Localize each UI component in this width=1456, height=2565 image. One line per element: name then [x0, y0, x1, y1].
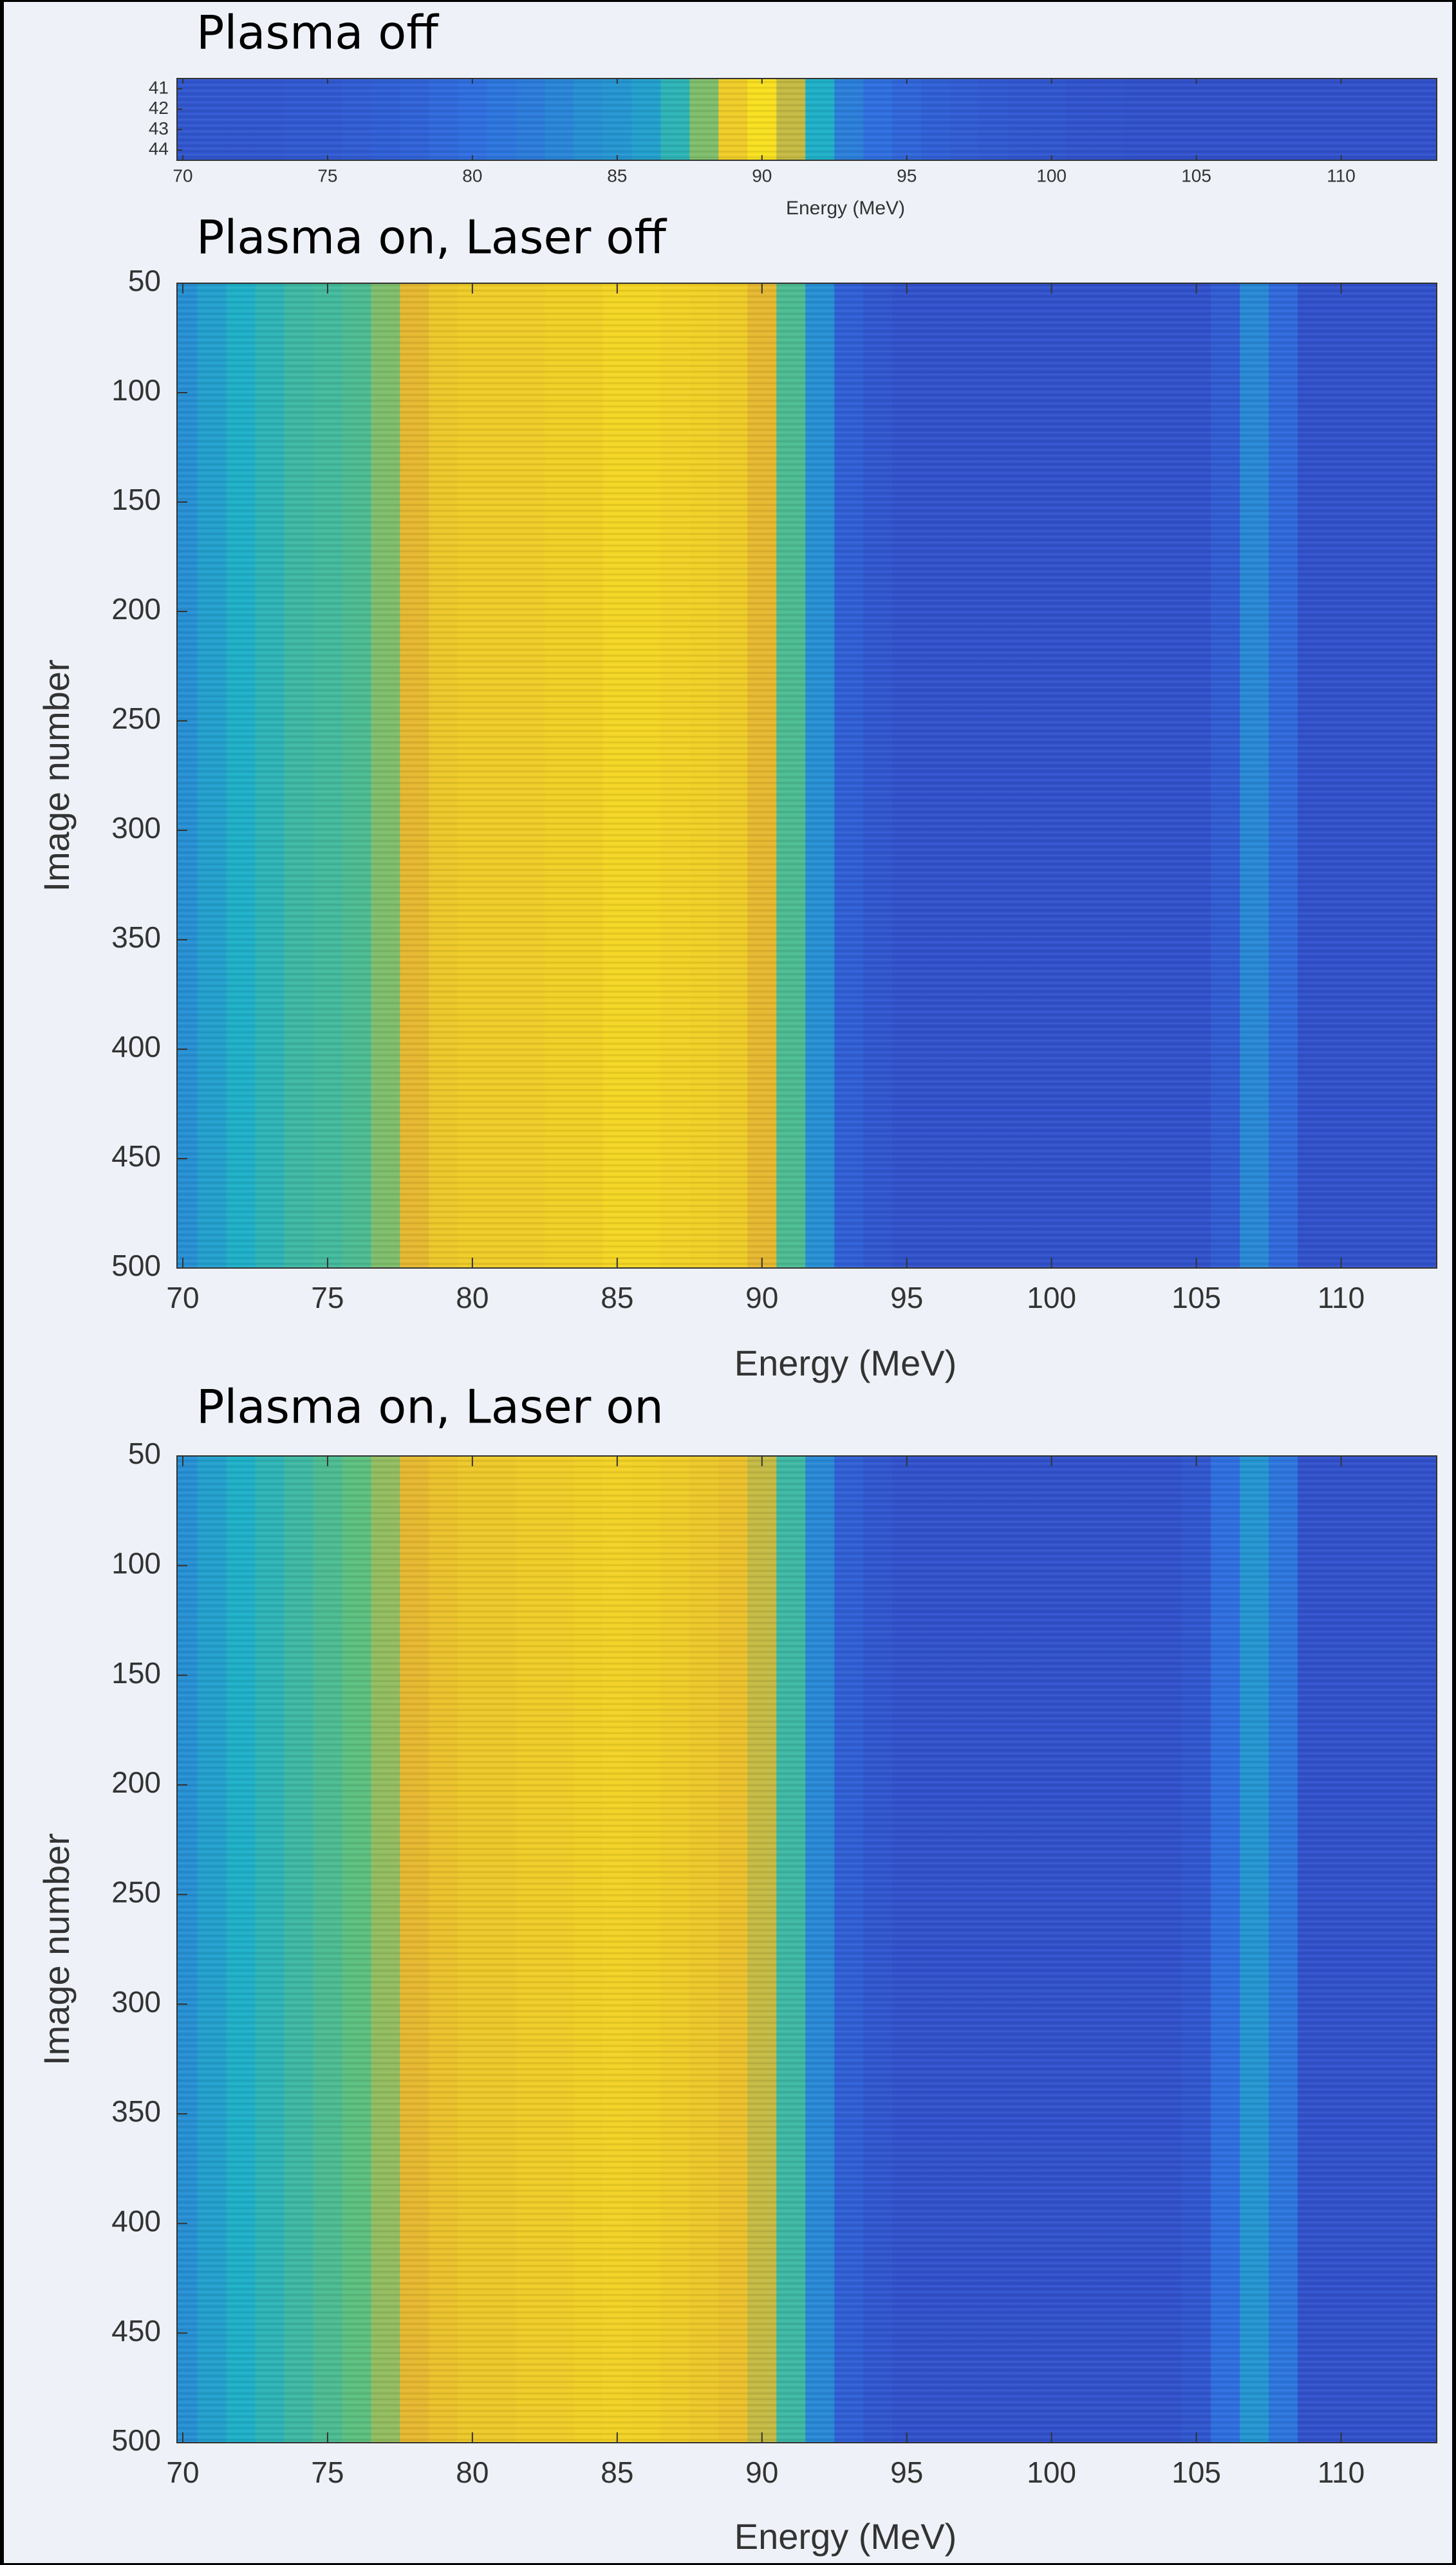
x-tick-label: 100 — [1036, 165, 1067, 185]
axes-frame — [176, 283, 1437, 1269]
y-tick-label: 300 — [111, 1985, 161, 2019]
x-tick-label: 95 — [897, 165, 917, 185]
y-tick-label: 50 — [128, 1437, 161, 1470]
y-tick-label: 50 — [128, 264, 161, 297]
x-axis-label: Energy (MeV) — [734, 1343, 957, 1383]
axes-frame — [176, 1455, 1437, 2443]
x-tick-label: 110 — [1327, 165, 1356, 185]
x-tick-label: 90 — [752, 165, 772, 185]
heatmap — [177, 79, 1437, 160]
x-tick-label: 105 — [1171, 2456, 1221, 2489]
x-tick-label: 85 — [601, 1281, 633, 1314]
y-tick-label: 300 — [111, 811, 161, 844]
y-tick-label: 400 — [111, 2204, 161, 2237]
x-tick-label: 100 — [1027, 1281, 1076, 1314]
x-tick-label: 70 — [173, 165, 192, 185]
y-tick-label: 250 — [111, 1875, 161, 1908]
y-tick-label: 41 — [149, 77, 169, 97]
x-tick-label: 80 — [462, 165, 482, 185]
y-tick-label: 150 — [111, 483, 161, 516]
x-tick-label: 90 — [745, 2456, 778, 2489]
chart-title: Plasma on, Laser on — [196, 1380, 664, 1434]
x-tick-label: 70 — [166, 2456, 199, 2489]
y-tick-label: 42 — [149, 98, 169, 118]
y-tick-label: 43 — [149, 118, 169, 138]
x-tick-label: 75 — [317, 165, 337, 185]
chart-title: Plasma on, Laser off — [196, 210, 667, 265]
y-tick-label: 200 — [111, 1766, 161, 1799]
texture — [177, 283, 1437, 1268]
y-tick-label: 450 — [111, 1139, 161, 1173]
y-tick-label: 350 — [111, 2094, 161, 2128]
x-tick-label: 70 — [166, 1281, 199, 1314]
y-tick-label: 500 — [111, 2423, 161, 2457]
x-tick-label: 105 — [1171, 1281, 1221, 1314]
heatmap — [177, 283, 1437, 1268]
y-tick-label: 400 — [111, 1030, 161, 1063]
y-tick-label: 100 — [111, 1546, 161, 1580]
x-tick-label: 80 — [456, 2456, 489, 2489]
x-tick-label: 95 — [890, 1281, 923, 1314]
x-tick-label: 85 — [601, 2456, 633, 2489]
y-tick-label: 450 — [111, 2314, 161, 2347]
texture — [177, 79, 1437, 160]
y-axis-label: Image number — [36, 659, 77, 891]
y-axis-label: Image number — [36, 1833, 77, 2066]
x-tick-label: 90 — [745, 1281, 778, 1314]
y-tick-label: 150 — [111, 1656, 161, 1690]
y-tick-label: 250 — [111, 702, 161, 735]
x-tick-label: 100 — [1027, 2456, 1076, 2489]
x-tick-label: 105 — [1181, 165, 1211, 185]
axes-frame — [176, 78, 1437, 161]
y-tick-label: 500 — [111, 1249, 161, 1282]
x-tick-label: 75 — [311, 1281, 344, 1314]
y-tick-label: 200 — [111, 592, 161, 626]
x-axis-label: Energy (MeV) — [734, 2516, 957, 2557]
x-tick-label: 95 — [890, 2456, 923, 2489]
x-tick-label: 110 — [1318, 2456, 1365, 2489]
y-tick-label: 350 — [111, 920, 161, 954]
heatmap — [177, 1456, 1437, 2443]
chart-title: Plasma off — [196, 6, 439, 60]
y-tick-label: 44 — [149, 139, 169, 159]
x-tick-label: 85 — [607, 165, 627, 185]
texture — [177, 1456, 1437, 2443]
x-tick-label: 75 — [311, 2456, 344, 2489]
x-tick-label: 110 — [1318, 1281, 1365, 1314]
x-tick-label: 80 — [456, 1281, 489, 1314]
y-tick-label: 100 — [111, 373, 161, 407]
x-axis-label: Energy (MeV) — [786, 198, 905, 219]
